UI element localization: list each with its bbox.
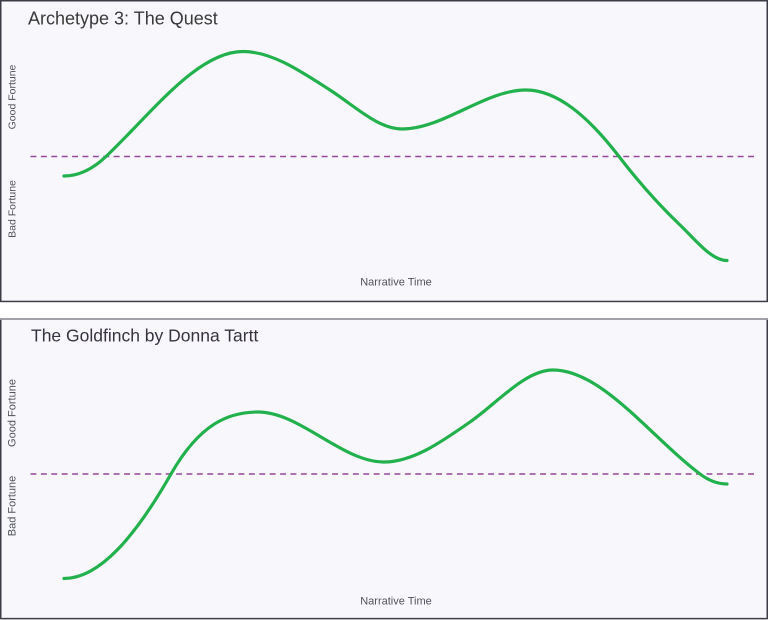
svg-text:Narrative Time: Narrative Time <box>360 596 432 608</box>
svg-text:Bad Fortune: Bad Fortune <box>7 476 19 537</box>
svg-text:The Goldfinch by Donna Tartt: The Goldfinch by Donna Tartt <box>31 326 258 346</box>
svg-text:Good Fortune: Good Fortune <box>7 379 19 447</box>
svg-text:Archetype 3: The Quest: Archetype 3: The Quest <box>28 8 218 28</box>
svg-text:Good Fortune: Good Fortune <box>7 64 19 129</box>
svg-text:Narrative Time: Narrative Time <box>360 277 432 289</box>
svg-text:Bad Fortune: Bad Fortune <box>7 180 19 238</box>
